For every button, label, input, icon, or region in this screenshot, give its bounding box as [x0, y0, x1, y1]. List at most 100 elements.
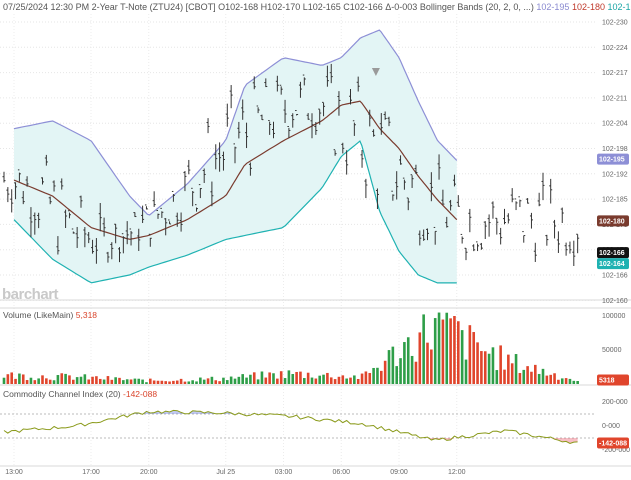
volume-bar [507, 354, 510, 384]
volume-bar [137, 378, 141, 384]
volume-bar [430, 349, 433, 384]
last-price-tag-bg [597, 247, 629, 259]
price-tick-label: 102-217 [602, 70, 628, 77]
cci-oversold-fill [4, 438, 578, 444]
volume-bar [568, 378, 572, 384]
header-bb-upper: 102-195 [536, 2, 570, 12]
volume-bar [368, 372, 372, 384]
cci-tick-label: 200-000 [602, 399, 628, 406]
lower-band-line [13, 140, 457, 284]
volume-panel-label: Volume (LikeMain) 5,318 [3, 310, 97, 320]
volume-bar [226, 380, 229, 384]
price-tick-label: 102-198 [602, 146, 628, 153]
volume-bar [245, 377, 248, 384]
volume-bar [560, 378, 564, 384]
volume-bar [464, 359, 468, 384]
volume-bar [45, 378, 48, 384]
volume-bar [541, 368, 545, 384]
volume-bar [237, 376, 241, 384]
volume-bar [572, 380, 576, 384]
volume-bar [125, 379, 129, 384]
cci-line [3, 409, 578, 445]
volume-bar [537, 373, 541, 384]
volume-bar [557, 379, 560, 384]
volume-bar [18, 373, 21, 384]
volume-bar [333, 379, 337, 384]
volume-bar [229, 376, 233, 384]
middle-band-tag: 102-180 [599, 218, 625, 225]
lower-band-tag: 102-164 [599, 261, 625, 268]
price-tick-label: 102-160 [602, 298, 628, 305]
volume-bar [21, 374, 25, 384]
volume-bar [160, 380, 164, 384]
volume-bar [518, 373, 522, 384]
price-tick-label: 102-230 [602, 20, 628, 27]
volume-bar [272, 373, 275, 384]
volume-bar [383, 360, 387, 384]
volume-bar [72, 379, 75, 384]
price-tick-label: 102-185 [602, 197, 628, 204]
volume-bar [141, 379, 144, 384]
volume-tag: 5318 [599, 378, 615, 385]
chart-header: 07/25/2024 12:30 PM 2-Year T-Note (ZTU24… [3, 2, 631, 12]
volume-bar [110, 379, 114, 384]
volume-bar [25, 380, 29, 384]
header-bb-lower: 102-164 [607, 2, 631, 12]
middle-band-line [13, 100, 458, 240]
volume-bar [48, 379, 52, 384]
header-ohlc: O102-168 H102-170 L102-165 C102-166 Δ-0-… [218, 2, 418, 12]
volume-bar [187, 381, 191, 384]
volume-bar [195, 381, 198, 384]
volume-bar [326, 372, 329, 384]
time-tick-label: Jul 25 [216, 469, 235, 476]
volume-tick-label: 50000 [602, 347, 622, 354]
cci-label: Commodity Channel Index (20) [3, 389, 121, 399]
volume-tick-label: 100000 [602, 313, 625, 320]
volume-bar [252, 372, 256, 384]
volume-bar [145, 382, 148, 384]
cci-panel-label: Commodity Channel Index (20) -142-088 [3, 389, 157, 399]
volume-bar [460, 330, 464, 384]
volume-bar [60, 373, 64, 384]
volume-bar [530, 371, 533, 384]
cci-tag: -142-088 [599, 441, 627, 448]
volume-bar [526, 366, 529, 384]
volume-bar [37, 378, 40, 384]
volume-bar [457, 321, 460, 384]
volume-bar [279, 371, 283, 384]
volume-bar [483, 351, 487, 384]
volume-bar [241, 374, 244, 384]
volume-bar [295, 371, 298, 384]
volume-bar [449, 318, 452, 384]
volume-bar [75, 377, 79, 384]
volume-bar [376, 367, 379, 384]
volume-bar [118, 377, 121, 384]
volume-bar [495, 370, 499, 384]
volume-bar [426, 342, 429, 384]
volume-bar [52, 380, 56, 384]
volume-bar [410, 355, 414, 384]
time-tick-label: 13:00 [5, 469, 23, 476]
volume-bar [318, 375, 321, 384]
volume-bar [164, 381, 167, 384]
volume-bar [472, 332, 475, 384]
upper-band-line [13, 29, 458, 216]
volume-bar [553, 373, 556, 384]
volume-bar [256, 379, 260, 384]
volume-bar [64, 373, 67, 384]
volume-bar [441, 319, 445, 384]
barchart-logo: barchart [2, 286, 59, 303]
volume-bar [175, 380, 179, 384]
time-tick-label: 03:00 [275, 469, 293, 476]
volume-bar [499, 345, 502, 384]
cci-plot [3, 409, 578, 445]
volume-tag-bg [597, 374, 629, 386]
volume-bar [179, 378, 183, 384]
volume-bar [564, 378, 568, 384]
volume-bar [353, 375, 356, 384]
time-tick-label: 09:00 [390, 469, 408, 476]
volume-bar [437, 312, 441, 384]
volume-bar [322, 374, 325, 384]
cci-tick-label: 0-000 [602, 423, 620, 430]
volume-bar [79, 376, 83, 384]
